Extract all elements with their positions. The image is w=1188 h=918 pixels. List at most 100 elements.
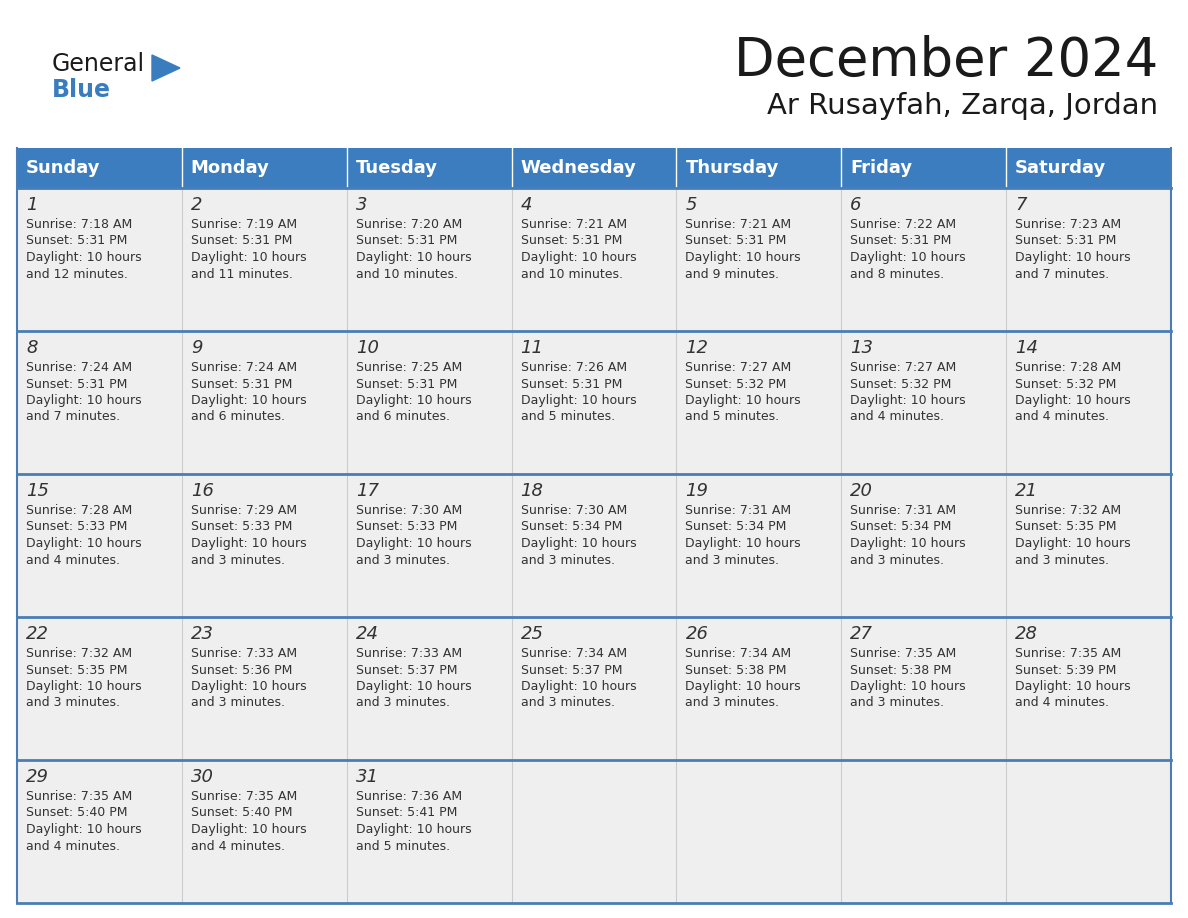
Text: and 3 minutes.: and 3 minutes. bbox=[520, 697, 614, 710]
Bar bbox=[676, 188, 841, 331]
Bar bbox=[512, 188, 676, 331]
Text: Monday: Monday bbox=[191, 159, 270, 177]
Text: Daylight: 10 hours: Daylight: 10 hours bbox=[355, 823, 472, 836]
Text: Sunset: 5:38 PM: Sunset: 5:38 PM bbox=[685, 664, 786, 677]
Text: and 7 minutes.: and 7 minutes. bbox=[1015, 267, 1110, 281]
Bar bbox=[182, 188, 347, 331]
Bar bbox=[182, 331, 347, 474]
Text: Daylight: 10 hours: Daylight: 10 hours bbox=[1015, 680, 1131, 693]
Text: Wednesday: Wednesday bbox=[520, 159, 637, 177]
Bar bbox=[1006, 474, 1171, 617]
Bar bbox=[512, 331, 676, 474]
Text: General: General bbox=[52, 52, 145, 76]
Bar bbox=[841, 474, 1006, 617]
Text: 12: 12 bbox=[685, 339, 708, 357]
Text: Daylight: 10 hours: Daylight: 10 hours bbox=[26, 537, 141, 550]
Bar bbox=[1006, 188, 1171, 331]
Text: Sunset: 5:33 PM: Sunset: 5:33 PM bbox=[26, 521, 127, 533]
Text: Sunset: 5:37 PM: Sunset: 5:37 PM bbox=[355, 664, 457, 677]
Text: 31: 31 bbox=[355, 768, 379, 786]
Text: Daylight: 10 hours: Daylight: 10 hours bbox=[520, 537, 637, 550]
Bar bbox=[512, 148, 676, 188]
Text: Sunrise: 7:34 AM: Sunrise: 7:34 AM bbox=[520, 647, 627, 660]
Text: Sunrise: 7:31 AM: Sunrise: 7:31 AM bbox=[685, 504, 791, 517]
Text: Sunrise: 7:24 AM: Sunrise: 7:24 AM bbox=[26, 361, 132, 374]
Bar bbox=[17, 148, 182, 188]
Text: Daylight: 10 hours: Daylight: 10 hours bbox=[191, 394, 307, 407]
Text: 11: 11 bbox=[520, 339, 544, 357]
Text: Sunrise: 7:25 AM: Sunrise: 7:25 AM bbox=[355, 361, 462, 374]
Text: Sunrise: 7:30 AM: Sunrise: 7:30 AM bbox=[355, 504, 462, 517]
Text: 22: 22 bbox=[26, 625, 49, 643]
Bar bbox=[512, 474, 676, 617]
Text: 10: 10 bbox=[355, 339, 379, 357]
Text: 24: 24 bbox=[355, 625, 379, 643]
Text: and 4 minutes.: and 4 minutes. bbox=[1015, 410, 1110, 423]
Text: Sunset: 5:34 PM: Sunset: 5:34 PM bbox=[520, 521, 623, 533]
Text: Sunset: 5:31 PM: Sunset: 5:31 PM bbox=[851, 234, 952, 248]
Text: 17: 17 bbox=[355, 482, 379, 500]
Text: Daylight: 10 hours: Daylight: 10 hours bbox=[191, 251, 307, 264]
Text: 9: 9 bbox=[191, 339, 202, 357]
Text: Sunrise: 7:22 AM: Sunrise: 7:22 AM bbox=[851, 218, 956, 231]
Text: 1: 1 bbox=[26, 196, 38, 214]
Polygon shape bbox=[152, 55, 181, 81]
Text: Daylight: 10 hours: Daylight: 10 hours bbox=[26, 823, 141, 836]
Text: 2: 2 bbox=[191, 196, 202, 214]
Text: Sunset: 5:31 PM: Sunset: 5:31 PM bbox=[520, 234, 623, 248]
Text: 14: 14 bbox=[1015, 339, 1038, 357]
Bar bbox=[841, 760, 1006, 903]
Text: 20: 20 bbox=[851, 482, 873, 500]
Bar bbox=[347, 148, 512, 188]
Text: and 12 minutes.: and 12 minutes. bbox=[26, 267, 128, 281]
Text: 13: 13 bbox=[851, 339, 873, 357]
Bar bbox=[841, 148, 1006, 188]
Bar bbox=[17, 760, 182, 903]
Text: 6: 6 bbox=[851, 196, 861, 214]
Text: Daylight: 10 hours: Daylight: 10 hours bbox=[851, 394, 966, 407]
Text: Daylight: 10 hours: Daylight: 10 hours bbox=[851, 537, 966, 550]
Bar bbox=[841, 188, 1006, 331]
Text: Sunset: 5:31 PM: Sunset: 5:31 PM bbox=[26, 234, 127, 248]
Text: Sunset: 5:33 PM: Sunset: 5:33 PM bbox=[355, 521, 457, 533]
Text: Sunset: 5:31 PM: Sunset: 5:31 PM bbox=[26, 377, 127, 390]
Text: Sunrise: 7:32 AM: Sunrise: 7:32 AM bbox=[26, 647, 132, 660]
Text: and 4 minutes.: and 4 minutes. bbox=[191, 839, 285, 853]
Text: and 3 minutes.: and 3 minutes. bbox=[191, 554, 285, 566]
Text: 7: 7 bbox=[1015, 196, 1026, 214]
Text: and 3 minutes.: and 3 minutes. bbox=[355, 554, 450, 566]
Text: and 10 minutes.: and 10 minutes. bbox=[520, 267, 623, 281]
Text: and 3 minutes.: and 3 minutes. bbox=[191, 697, 285, 710]
Text: and 3 minutes.: and 3 minutes. bbox=[685, 554, 779, 566]
Text: Sunrise: 7:35 AM: Sunrise: 7:35 AM bbox=[26, 790, 132, 803]
Text: and 9 minutes.: and 9 minutes. bbox=[685, 267, 779, 281]
Bar bbox=[676, 760, 841, 903]
Text: Daylight: 10 hours: Daylight: 10 hours bbox=[355, 394, 472, 407]
Bar bbox=[512, 760, 676, 903]
Text: Sunset: 5:39 PM: Sunset: 5:39 PM bbox=[1015, 664, 1117, 677]
Bar bbox=[676, 331, 841, 474]
Bar bbox=[182, 760, 347, 903]
Text: Daylight: 10 hours: Daylight: 10 hours bbox=[520, 680, 637, 693]
Text: and 4 minutes.: and 4 minutes. bbox=[26, 554, 120, 566]
Text: Sunset: 5:32 PM: Sunset: 5:32 PM bbox=[1015, 377, 1117, 390]
Bar bbox=[17, 617, 182, 760]
Text: Sunset: 5:34 PM: Sunset: 5:34 PM bbox=[851, 521, 952, 533]
Text: and 8 minutes.: and 8 minutes. bbox=[851, 267, 944, 281]
Text: Sunset: 5:31 PM: Sunset: 5:31 PM bbox=[355, 234, 457, 248]
Text: and 4 minutes.: and 4 minutes. bbox=[851, 410, 944, 423]
Text: Daylight: 10 hours: Daylight: 10 hours bbox=[520, 251, 637, 264]
Text: and 7 minutes.: and 7 minutes. bbox=[26, 410, 120, 423]
Text: Daylight: 10 hours: Daylight: 10 hours bbox=[26, 680, 141, 693]
Text: Sunrise: 7:30 AM: Sunrise: 7:30 AM bbox=[520, 504, 627, 517]
Text: Daylight: 10 hours: Daylight: 10 hours bbox=[685, 680, 801, 693]
Bar bbox=[841, 617, 1006, 760]
Bar bbox=[1006, 760, 1171, 903]
Text: and 3 minutes.: and 3 minutes. bbox=[1015, 554, 1110, 566]
Bar bbox=[182, 148, 347, 188]
Text: 18: 18 bbox=[520, 482, 544, 500]
Text: Daylight: 10 hours: Daylight: 10 hours bbox=[1015, 394, 1131, 407]
Text: 3: 3 bbox=[355, 196, 367, 214]
Text: Daylight: 10 hours: Daylight: 10 hours bbox=[520, 394, 637, 407]
Bar bbox=[841, 331, 1006, 474]
